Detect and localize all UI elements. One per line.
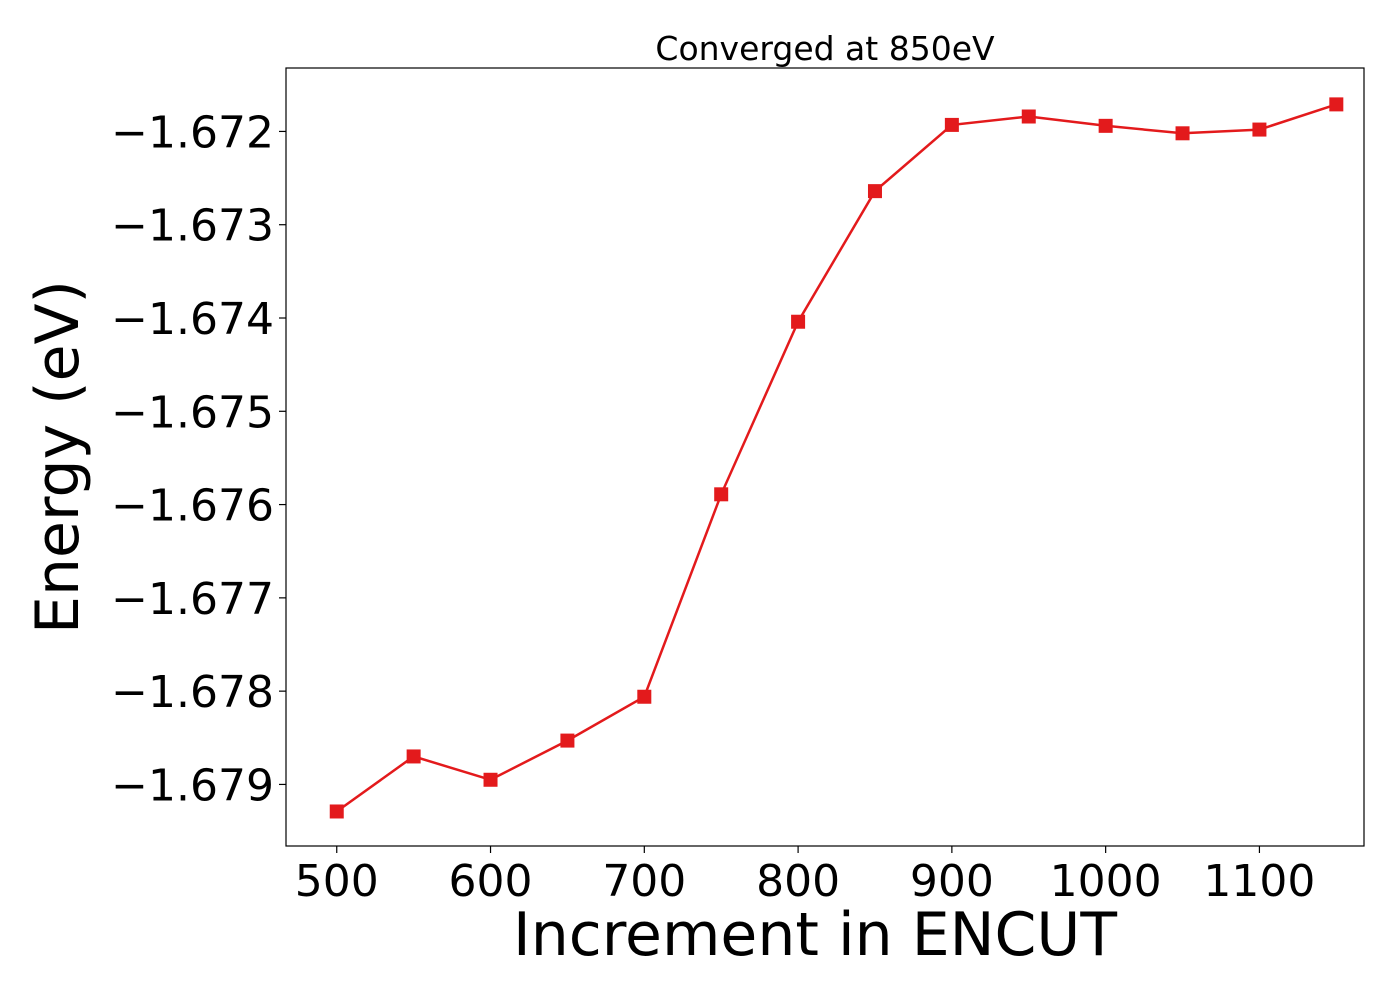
x-axis-label: Increment in ENCUT	[513, 900, 1117, 970]
data-point	[1098, 118, 1113, 133]
x-tick-label: 900	[910, 856, 994, 907]
y-tick-label: −1.675	[111, 387, 274, 438]
y-tick-label: −1.674	[111, 294, 274, 345]
data-point	[1021, 109, 1036, 124]
data-point	[637, 689, 652, 704]
series-line	[335, 103, 1337, 813]
y-tick-label: −1.678	[111, 667, 274, 718]
data-point	[714, 487, 729, 502]
y-tick-label: −1.676	[111, 481, 274, 532]
data-point	[1175, 126, 1190, 141]
y-tick-label: −1.679	[111, 760, 274, 811]
data-point	[329, 804, 344, 819]
data-point	[406, 749, 421, 764]
data-point	[867, 184, 882, 199]
x-tick-label: 500	[295, 856, 379, 907]
data-point	[791, 314, 806, 329]
data-point	[944, 117, 959, 132]
x-axis: 500 600 700 800 900 1000 1100	[295, 846, 1315, 907]
plot-area	[285, 67, 1365, 847]
data-point	[560, 733, 575, 748]
data-point	[483, 772, 498, 787]
x-tick-label: 1000	[1050, 856, 1162, 907]
x-tick-label: 1100	[1203, 856, 1315, 907]
y-axis-label: Energy (eV)	[23, 280, 93, 634]
x-tick-label: 600	[449, 856, 533, 907]
data-point	[1329, 97, 1344, 112]
chart-title: Converged at 850eV	[655, 29, 995, 68]
data-point	[1252, 122, 1267, 137]
y-axis: −1.672 −1.673 −1.674 −1.675 −1.676 −1.677 −1.6…	[111, 107, 286, 811]
series-markers	[329, 97, 1344, 819]
x-tick-label: 800	[756, 856, 840, 907]
y-tick-label: −1.672	[111, 107, 274, 158]
y-tick-label: −1.677	[111, 574, 274, 625]
y-tick-label: −1.673	[111, 201, 274, 252]
x-tick-label: 700	[602, 856, 686, 907]
